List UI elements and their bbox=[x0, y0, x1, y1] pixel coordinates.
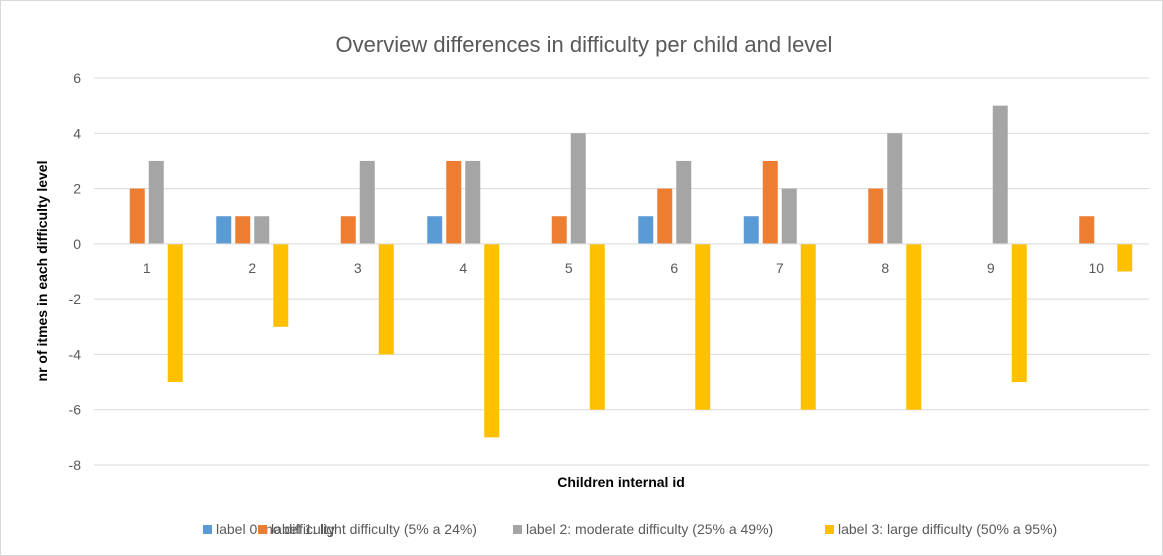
legend-swatch-1 bbox=[258, 525, 267, 534]
bar-series-3-cat-5 bbox=[589, 243, 605, 410]
bar-series-3-cat-10 bbox=[1117, 243, 1133, 272]
y-tick-label: -8 bbox=[69, 457, 82, 473]
bar-series-1-cat-3 bbox=[340, 216, 356, 244]
bar-series-3-cat-1 bbox=[167, 243, 183, 383]
x-tick-label: 10 bbox=[1088, 260, 1104, 276]
y-tick-label: 0 bbox=[73, 236, 81, 252]
legend-swatch-2 bbox=[513, 525, 522, 534]
x-tick-label: 6 bbox=[670, 260, 678, 276]
legend-label-1: label 1: light difficulty (5% a 24%) bbox=[271, 521, 477, 537]
bar-series-3-cat-7 bbox=[800, 243, 816, 410]
bar-series-2-cat-8 bbox=[887, 133, 903, 244]
y-tick-label: 4 bbox=[73, 125, 81, 141]
bar-series-1-cat-2 bbox=[235, 216, 251, 244]
bar-series-3-cat-4 bbox=[484, 243, 500, 438]
x-tick-label: 8 bbox=[881, 260, 889, 276]
x-axis-title: Children internal id bbox=[557, 474, 685, 490]
bar-series-3-cat-8 bbox=[906, 243, 922, 410]
bar-series-2-cat-6 bbox=[676, 160, 692, 244]
bar-series-2-cat-9 bbox=[992, 105, 1008, 244]
bar-series-1-cat-8 bbox=[868, 188, 884, 244]
y-tick-label: 6 bbox=[73, 70, 81, 86]
bar-series-3-cat-9 bbox=[1011, 243, 1027, 383]
bar-series-1-cat-6 bbox=[657, 188, 673, 244]
bar-series-2-cat-5 bbox=[570, 133, 586, 244]
gridlines bbox=[94, 77, 1149, 466]
x-axis-ticks: 1 2 3 4 5 6 7 8 9 10 bbox=[143, 260, 1104, 276]
y-tick-label: 2 bbox=[73, 181, 81, 197]
bar-series-2-cat-3 bbox=[359, 160, 375, 244]
bar-series-0-cat-4 bbox=[427, 216, 443, 244]
y-axis-title: nr of itmes in each difficulty level bbox=[34, 161, 50, 382]
chart-title: Overview differences in difficulty per c… bbox=[336, 32, 833, 57]
y-tick-label: -2 bbox=[69, 291, 82, 307]
bar-series-1-cat-1 bbox=[129, 188, 145, 244]
bar-series-2-cat-7 bbox=[781, 188, 797, 244]
bar-series-3-cat-6 bbox=[695, 243, 711, 410]
bar-series-0-cat-2 bbox=[216, 216, 232, 244]
legend-swatch-3 bbox=[825, 525, 834, 534]
legend-swatch-0 bbox=[203, 525, 212, 534]
x-tick-label: 5 bbox=[565, 260, 573, 276]
bar-series-0-cat-6 bbox=[638, 216, 654, 244]
bar-series-2-cat-1 bbox=[148, 160, 164, 244]
bars bbox=[129, 105, 1133, 438]
bar-series-3-cat-3 bbox=[378, 243, 394, 355]
bar-series-1-cat-7 bbox=[762, 160, 778, 244]
bar-series-1-cat-10 bbox=[1079, 216, 1095, 244]
bar-series-3-cat-2 bbox=[273, 243, 289, 327]
legend-label-0: label 0: no difficulty bbox=[216, 521, 335, 537]
bar-series-2-cat-4 bbox=[465, 160, 481, 244]
x-tick-label: 1 bbox=[143, 260, 151, 276]
y-tick-label: -6 bbox=[69, 402, 82, 418]
y-axis-ticks: -8 -6 -4 -2 0 2 4 6 bbox=[69, 70, 82, 473]
x-tick-label: 4 bbox=[459, 260, 467, 276]
legend-label-3: label 3: large difficulty (50% a 95%) bbox=[838, 521, 1057, 537]
x-tick-label: 2 bbox=[248, 260, 256, 276]
bar-series-0-cat-7 bbox=[743, 216, 759, 244]
x-tick-label: 3 bbox=[354, 260, 362, 276]
y-tick-label: -4 bbox=[69, 346, 82, 362]
legend-label-2: label 2: moderate difficulty (25% a 49%) bbox=[526, 521, 773, 537]
bar-series-1-cat-5 bbox=[551, 216, 567, 244]
x-tick-label: 7 bbox=[776, 260, 784, 276]
bar-series-2-cat-2 bbox=[254, 216, 270, 244]
x-tick-label: 9 bbox=[987, 260, 995, 276]
bar-series-1-cat-4 bbox=[446, 160, 462, 244]
